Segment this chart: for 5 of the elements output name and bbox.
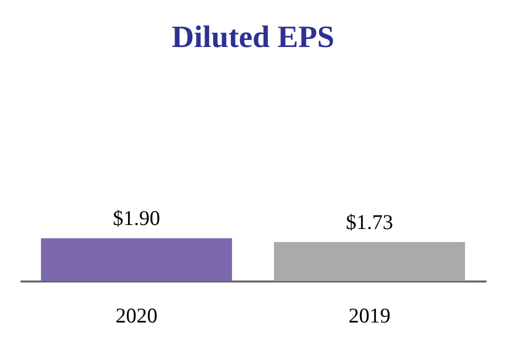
x-tick-label: 2020 (116, 304, 158, 328)
x-tick-label: 2019 (348, 304, 390, 328)
chart-title: Diluted EPS (172, 19, 334, 54)
data-label: $1.73 (346, 210, 394, 234)
data-label: $1.90 (112, 206, 160, 230)
